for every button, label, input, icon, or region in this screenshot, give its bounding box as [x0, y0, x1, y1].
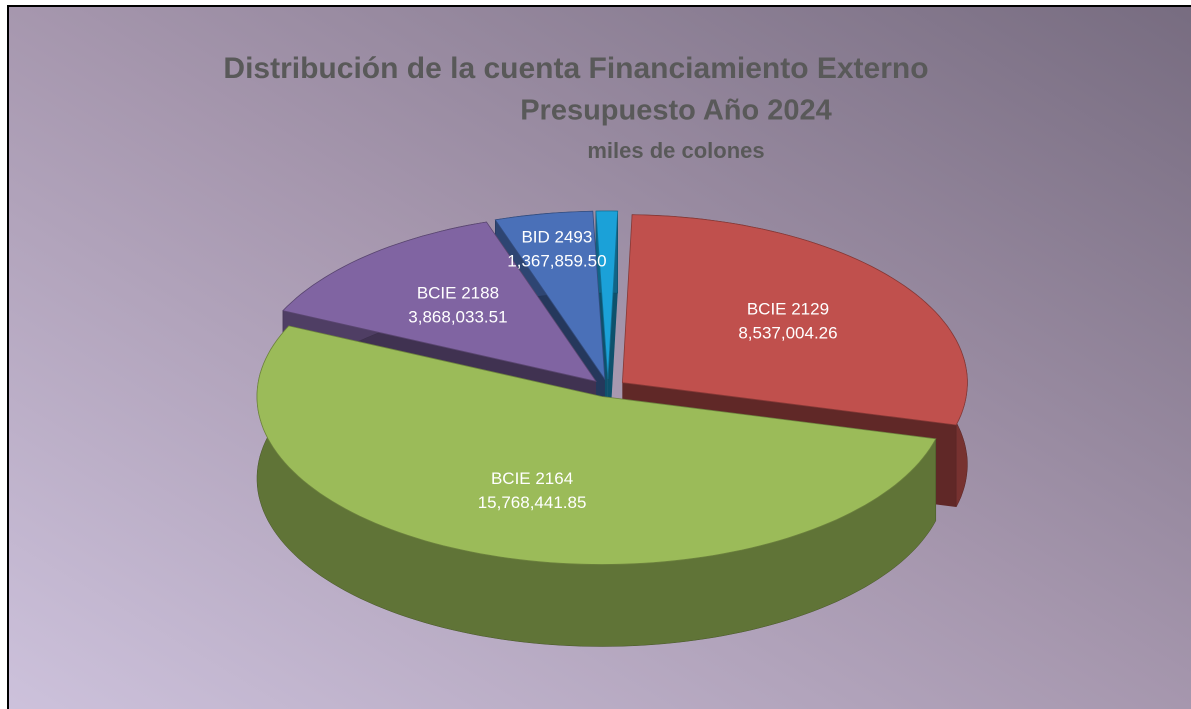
- slice-label-name: BCIE 2129: [747, 300, 829, 319]
- units-label: miles de colones: [587, 138, 764, 163]
- slice-label-name: BID 2493: [521, 228, 592, 247]
- slice-labels: BCIE 2129 8,537,004.26 BCIE 2164 15,768,441…: [408, 228, 837, 512]
- slice: [595, 210, 619, 380]
- slice-label-value: 15,768,441.85: [478, 493, 587, 512]
- slice-label-value: 3,868,033.51: [408, 308, 507, 327]
- slice: [621, 214, 968, 426]
- slice-label-name: BCIE 2188: [417, 284, 499, 303]
- chart-subtitle: Presupuesto Año 2024: [520, 95, 832, 127]
- slice-label-name: BCIE 2164: [491, 469, 573, 488]
- slice: [256, 325, 937, 565]
- slice-label-value: 8,537,004.26: [738, 324, 837, 343]
- slice: [494, 210, 606, 381]
- slice-tops: [256, 210, 968, 565]
- chart-title: Distribución de la cuenta Financiamiento…: [223, 52, 928, 85]
- slice: [282, 221, 597, 382]
- slice-label-value: 1,367,859.50: [507, 252, 606, 271]
